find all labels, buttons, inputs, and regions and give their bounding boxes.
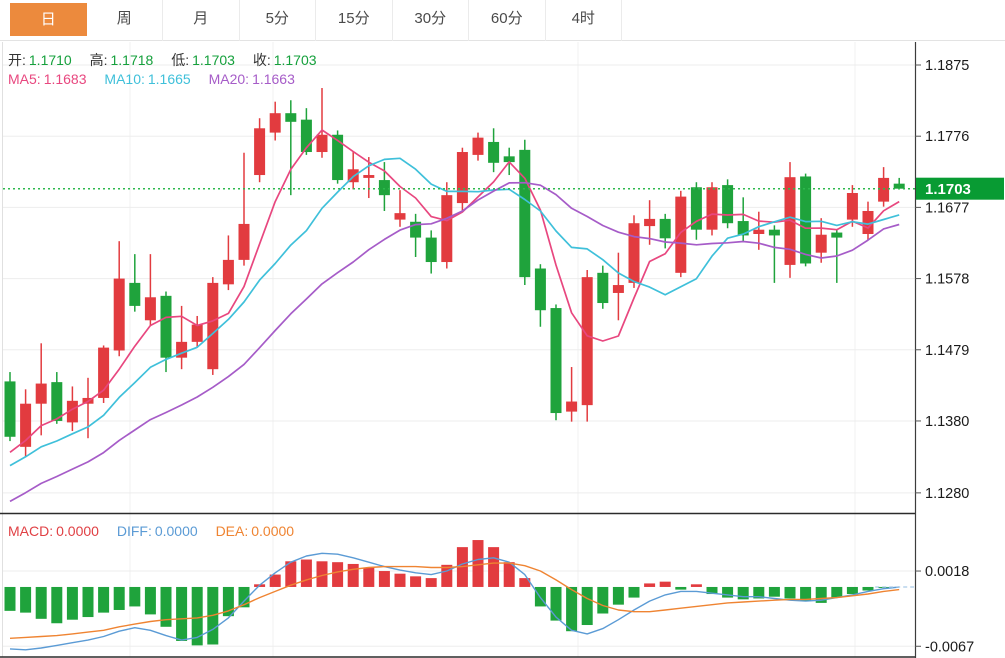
timeframe-tabbar: 日 周 月 5分 15分 30分 60分 4时: [0, 0, 1005, 41]
svg-text:1.1380: 1.1380: [925, 414, 969, 430]
svg-text:1.1703: 1.1703: [925, 181, 971, 198]
tab-week[interactable]: 周: [87, 0, 163, 41]
tab-month[interactable]: 月: [163, 0, 240, 41]
tab-day[interactable]: 日: [10, 3, 87, 36]
tab-60min[interactable]: 60分: [469, 0, 546, 41]
svg-text:1.1875: 1.1875: [925, 58, 969, 74]
tab-30min[interactable]: 30分: [393, 0, 469, 41]
svg-text:-0.0067: -0.0067: [925, 639, 974, 655]
tab-15min[interactable]: 15分: [316, 0, 393, 41]
svg-text:0.0018: 0.0018: [925, 564, 969, 580]
svg-text:1.1776: 1.1776: [925, 129, 969, 145]
svg-text:1.1677: 1.1677: [925, 200, 969, 216]
tab-4hour[interactable]: 4时: [546, 0, 622, 41]
svg-text:1.1280: 1.1280: [925, 486, 969, 502]
tab-5min[interactable]: 5分: [240, 0, 316, 41]
svg-text:1.1479: 1.1479: [925, 343, 969, 359]
svg-text:1.1578: 1.1578: [925, 272, 969, 288]
